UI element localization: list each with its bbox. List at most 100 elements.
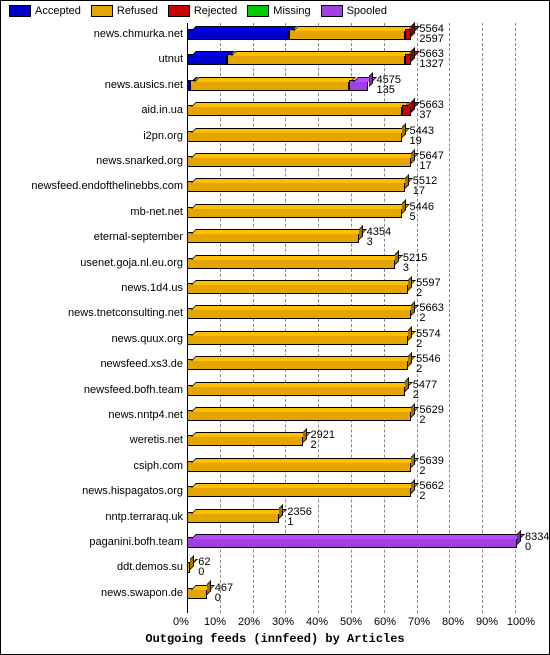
y-axis-label: eternal-september <box>7 231 183 243</box>
x-axis: 0%10%20%30%40%50%60%70%80%90%100% <box>181 616 521 632</box>
value-bottom: 0 <box>525 542 549 552</box>
bar-endcap <box>408 276 412 291</box>
y-axis-label: news.ausics.net <box>7 79 183 91</box>
x-tick-label: 30% <box>272 616 294 628</box>
y-axis-label: nntp.terraraq.uk <box>7 511 183 523</box>
x-tick-label: 40% <box>306 616 328 628</box>
bar-row: eternal-september 43543 <box>7 226 543 251</box>
y-axis-label: mb-net.net <box>7 206 183 218</box>
bar-segment <box>289 29 405 40</box>
y-axis-label: newsfeed.bofh.team <box>7 384 183 396</box>
bar-segment <box>187 537 517 548</box>
bar-endcap <box>411 403 415 418</box>
legend-swatch <box>247 5 269 17</box>
y-axis-label: paganini.bofh.team <box>7 536 183 548</box>
value-bottom: 19 <box>410 136 434 146</box>
y-axis-label: ddt.demos.su <box>7 561 183 573</box>
bar-row: utnut56631327 <box>7 48 543 73</box>
value-bottom: 2 <box>419 466 443 476</box>
x-axis-title: Outgoing feeds (innfeed) by Articles <box>1 632 549 646</box>
y-axis-label: aid.in.ua <box>7 104 183 116</box>
bar-endcap <box>405 377 409 392</box>
bar-segment <box>187 308 411 319</box>
legend-label: Rejected <box>194 5 237 17</box>
bar-segment <box>187 359 408 370</box>
bar-row: news.ausics.net4575135 <box>7 74 543 99</box>
bar-segment <box>187 131 402 142</box>
value-labels: 620 <box>198 557 210 577</box>
x-tick-label: 0% <box>173 616 189 628</box>
value-labels: 83340 <box>525 532 549 552</box>
x-tick-label: 50% <box>340 616 362 628</box>
value-labels: 54465 <box>410 202 434 222</box>
value-labels: 56631327 <box>419 49 443 69</box>
x-tick-label: 80% <box>442 616 464 628</box>
value-bottom: 17 <box>419 161 443 171</box>
bar-row: nntp.terraraq.uk23561 <box>7 506 543 531</box>
bar-endcap <box>359 225 363 240</box>
y-axis-label: usenet.goja.nl.eu.org <box>7 257 183 269</box>
value-bottom: 0 <box>198 567 210 577</box>
bar-segment <box>187 385 405 396</box>
value-bottom: 3 <box>367 237 391 247</box>
y-axis-label: i2pn.org <box>7 130 183 142</box>
x-tick-label: 60% <box>374 616 396 628</box>
legend-item: Refused <box>91 5 158 17</box>
value-bottom: 2 <box>416 339 440 349</box>
legend-swatch <box>9 5 31 17</box>
chart-container: Accepted Refused Rejected Missing Spooled ne… <box>0 0 550 655</box>
legend-swatch <box>168 5 190 17</box>
bar-endcap <box>411 479 415 494</box>
bar-row: weretis.net29212 <box>7 429 543 454</box>
bar-row: aid.in.ua 566337 <box>7 99 543 124</box>
y-axis-label: newsfeed.xs3.de <box>7 358 183 370</box>
bar-endcap <box>395 250 399 265</box>
value-bottom: 3 <box>403 263 427 273</box>
value-bottom: 2 <box>416 288 440 298</box>
bar-segment <box>187 54 227 65</box>
value-bottom: 2 <box>311 440 335 450</box>
y-axis-label: weretis.net <box>7 434 183 446</box>
bar-segment <box>187 207 402 218</box>
value-bottom: 2 <box>416 364 440 374</box>
bar-segment <box>187 435 303 446</box>
bar-row: news.swapon.de4670 <box>7 582 543 607</box>
y-axis-label: news.swapon.de <box>7 587 183 599</box>
bar-row: mb-net.net 54465 <box>7 201 543 226</box>
bar-row: i2pn.org 544319 <box>7 125 543 150</box>
bar-endcap <box>190 555 194 570</box>
legend-item: Rejected <box>168 5 237 17</box>
value-labels: 55642597 <box>419 24 443 44</box>
bar-segment <box>187 334 408 345</box>
legend-label: Refused <box>117 5 158 17</box>
value-bottom: 37 <box>419 110 443 120</box>
value-labels: 56392 <box>419 456 443 476</box>
value-bottom: 2597 <box>419 34 443 44</box>
bar-row: newsfeed.bofh.team54772 <box>7 379 543 404</box>
legend-label: Missing <box>273 5 310 17</box>
legend: Accepted Refused Rejected Missing Spooled <box>9 5 543 17</box>
bar-row: news.hispagatos.org56622 <box>7 480 543 505</box>
bar-segment <box>187 461 411 472</box>
bar-row: paganini.bofh.team83340 <box>7 531 543 556</box>
legend-label: Accepted <box>35 5 81 17</box>
legend-item: Missing <box>247 5 310 17</box>
bar-row: news.1d4.us55972 <box>7 277 543 302</box>
bar-endcap <box>408 326 412 341</box>
bar-row: ddt.demos.su 620 <box>7 556 543 581</box>
bar-endcap <box>279 504 283 519</box>
bar-row: news.tnetconsulting.net56632 <box>7 302 543 327</box>
bar-endcap <box>303 428 307 443</box>
bar-row: news.quux.org55742 <box>7 328 543 353</box>
value-labels: 56632 <box>419 303 443 323</box>
bar-row: newsfeed.xs3.de55462 <box>7 353 543 378</box>
y-axis-label: news.snarked.org <box>7 155 183 167</box>
x-tick-label: 100% <box>507 616 535 628</box>
value-bottom: 2 <box>419 491 443 501</box>
value-labels: 43543 <box>367 227 391 247</box>
value-labels: 544319 <box>410 126 434 146</box>
value-labels: 566337 <box>419 100 443 120</box>
bar-endcap <box>411 47 415 62</box>
legend-label: Spooled <box>347 5 387 17</box>
bar-segment <box>349 80 369 91</box>
